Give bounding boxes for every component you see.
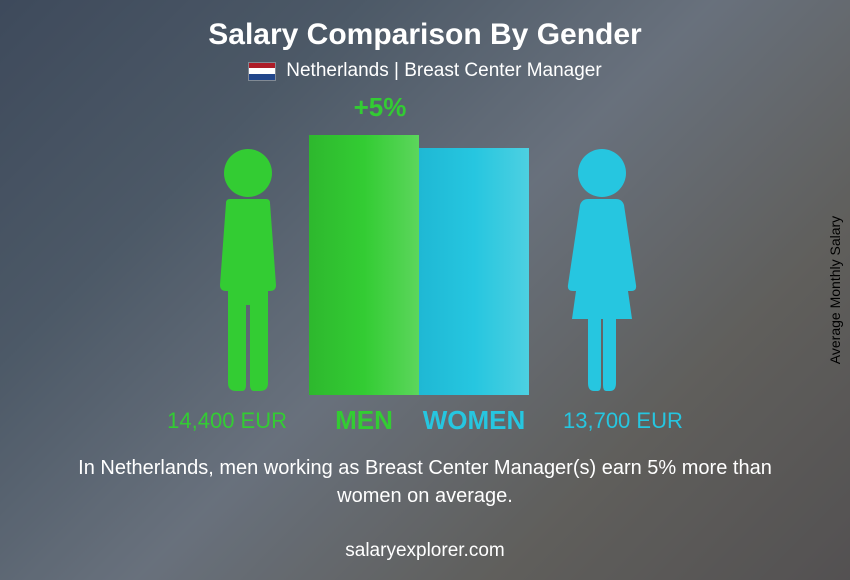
netherlands-flag-icon (248, 62, 276, 81)
job-title: Breast Center Manager (404, 60, 602, 81)
men-salary-value: 14,400 EUR (137, 408, 287, 434)
women-salary-value: 13,700 EUR (563, 408, 713, 434)
subtitle-row: Netherlands | Breast Center Manager (248, 60, 601, 82)
footer-source: salaryexplorer.com (0, 540, 850, 562)
percent-difference-label: +5% (354, 92, 407, 123)
description-text: In Netherlands, men working as Breast Ce… (55, 454, 795, 510)
side-label-container: Average Monthly Salary (820, 0, 850, 580)
women-label: WOMEN (419, 405, 529, 436)
chart-area (193, 125, 657, 395)
male-person-icon (198, 145, 298, 395)
men-salary-bar (309, 135, 419, 395)
flag-stripe-blue (249, 74, 275, 80)
women-salary-bar (419, 148, 529, 395)
country-name: Netherlands (286, 60, 388, 81)
page-title: Salary Comparison By Gender (208, 18, 641, 52)
subtitle-text: Netherlands | Breast Center Manager (286, 60, 601, 82)
male-figure-column (193, 125, 303, 395)
subtitle-separator: | (389, 60, 405, 81)
female-figure-column (547, 125, 657, 395)
men-label: MEN (309, 405, 419, 436)
female-person-icon (552, 145, 652, 395)
labels-row: 14,400 EUR MEN WOMEN 13,700 EUR (0, 405, 850, 436)
y-axis-label: Average Monthly Salary (827, 216, 843, 364)
content-container: Salary Comparison By Gender Netherlands … (0, 0, 850, 580)
